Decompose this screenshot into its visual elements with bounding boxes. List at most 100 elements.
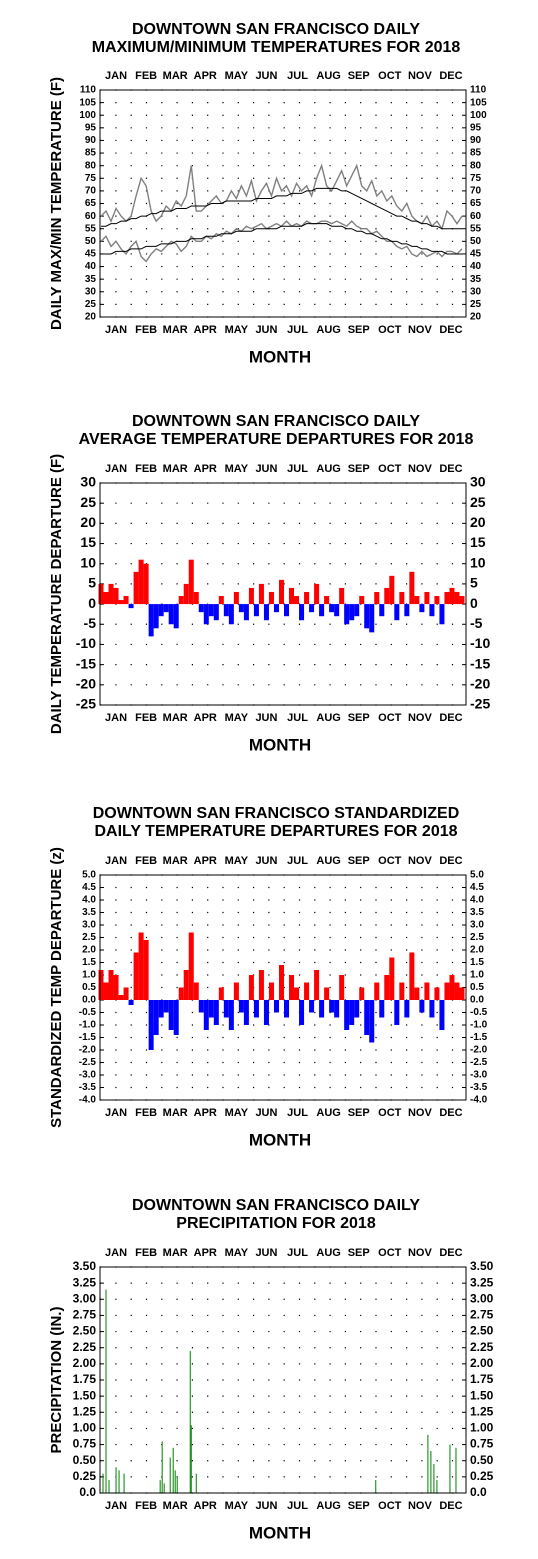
month-label-top: JUN	[255, 463, 277, 475]
y-tick-label-right: 50	[470, 236, 482, 247]
bar	[118, 1470, 120, 1493]
month-label-bottom: SEP	[348, 712, 370, 724]
y-tick-label-left: 2.5	[82, 932, 96, 943]
month-label-top: JAN	[105, 855, 127, 867]
y-tick-label-right: 85	[470, 148, 482, 159]
bar	[115, 1467, 117, 1493]
y-tick-label-right: -4.0	[470, 1095, 488, 1106]
y-tick-label-left: 0	[88, 595, 96, 611]
month-label-top: JUN	[255, 855, 277, 867]
y-tick-label-right: 5	[470, 575, 478, 591]
y-tick-label-right: 4.5	[470, 882, 484, 893]
month-label-bottom: JUN	[255, 1107, 277, 1119]
y-tick-label-right: 2.50	[470, 1324, 494, 1338]
bar	[190, 1425, 192, 1493]
y-tick-label-right: 55	[470, 223, 482, 234]
bar	[449, 587, 455, 605]
bar	[419, 604, 425, 613]
y-tick-label-left: 75	[85, 173, 97, 184]
bar	[273, 1000, 279, 1013]
bar	[309, 604, 315, 613]
y-tick-label-right: 2.00	[470, 1356, 494, 1370]
bar	[374, 982, 380, 1000]
y-tick-label-left: 35	[85, 274, 97, 285]
bar	[430, 1451, 432, 1493]
bar	[344, 1000, 350, 1030]
y-tick-label-right: -0.5	[470, 1007, 488, 1018]
bar	[233, 591, 239, 605]
y-tick-label-right: 3.50	[470, 1259, 494, 1273]
bar	[455, 1447, 457, 1493]
plot-frame	[99, 482, 467, 706]
bar	[123, 596, 129, 605]
y-tick-label-left: 90	[85, 135, 97, 146]
month-label-bottom: NOV	[408, 324, 433, 336]
bar	[248, 975, 254, 1000]
month-label-top: JUL	[287, 70, 308, 82]
y-tick-label-left: 1.50	[73, 1388, 97, 1402]
y-tick-label-left: 20	[85, 312, 97, 323]
y-tick-label-right: 2.25	[470, 1340, 494, 1354]
month-label-bottom: SEP	[348, 324, 370, 336]
y-tick-label-right: -2.0	[470, 1045, 488, 1056]
bar	[344, 604, 350, 625]
bar	[189, 1350, 191, 1493]
bar	[113, 587, 119, 605]
bar	[183, 970, 189, 1000]
bar	[133, 952, 139, 1000]
y-tick-label-right: 1.75	[470, 1372, 494, 1386]
y-tick-label-right: -1.5	[470, 1032, 488, 1043]
month-label-bottom: AUG	[316, 712, 340, 724]
bar	[159, 1480, 161, 1493]
bar	[178, 596, 184, 605]
bar	[304, 982, 310, 1000]
y-tick-label-left: 1.5	[82, 957, 96, 968]
bar	[168, 604, 174, 625]
bar	[263, 1000, 269, 1025]
bar	[339, 587, 345, 605]
chart-title: MAXIMUM/MINIMUM TEMPERATURES FOR 2018	[92, 39, 461, 56]
bar	[375, 1480, 377, 1493]
bar	[193, 591, 199, 605]
bar	[268, 982, 274, 1000]
bar	[203, 1000, 209, 1030]
y-tick-label-left: -2.5	[79, 1057, 97, 1068]
y-tick-label-left: 0.75	[73, 1437, 97, 1451]
y-tick-label-left: 3.50	[73, 1259, 97, 1273]
bar	[173, 1000, 179, 1035]
bar	[176, 1476, 178, 1493]
y-tick-label-left: 4.5	[82, 882, 96, 893]
month-label-top: AUG	[316, 70, 340, 82]
bar	[123, 987, 129, 1000]
month-label-bottom: JUL	[287, 324, 308, 336]
month-label-top: MAY	[225, 463, 249, 475]
month-label-top: JAN	[105, 70, 127, 82]
bar	[454, 591, 460, 605]
month-label-top: JUN	[255, 70, 277, 82]
bar	[213, 1000, 219, 1025]
y-tick-label-left: -20	[76, 676, 96, 692]
y-tick-label-left: -1.5	[79, 1032, 97, 1043]
bar	[203, 604, 209, 625]
month-label-top: MAR	[163, 1247, 188, 1259]
month-label-top: DEC	[439, 70, 462, 82]
y-tick-label-right: 30	[470, 474, 486, 490]
bar	[364, 604, 370, 629]
y-tick-label-left: 10	[80, 554, 96, 570]
bar	[258, 970, 264, 1000]
bar	[369, 1000, 375, 1043]
temperature-line	[101, 187, 462, 230]
bar	[289, 975, 295, 1000]
month-label-bottom: MAR	[163, 1500, 188, 1512]
bar	[169, 1457, 171, 1493]
bar	[161, 1441, 163, 1493]
y-tick-label-left: 65	[85, 198, 97, 209]
bar	[414, 987, 420, 1000]
y-tick-label-right: 1.00	[470, 1421, 494, 1435]
y-tick-label-left: -0.5	[79, 1007, 97, 1018]
month-label-bottom: JAN	[105, 712, 127, 724]
month-label-top: JUL	[287, 463, 308, 475]
month-label-top: SEP	[348, 70, 370, 82]
bar	[324, 987, 330, 1000]
bar	[233, 982, 239, 1000]
